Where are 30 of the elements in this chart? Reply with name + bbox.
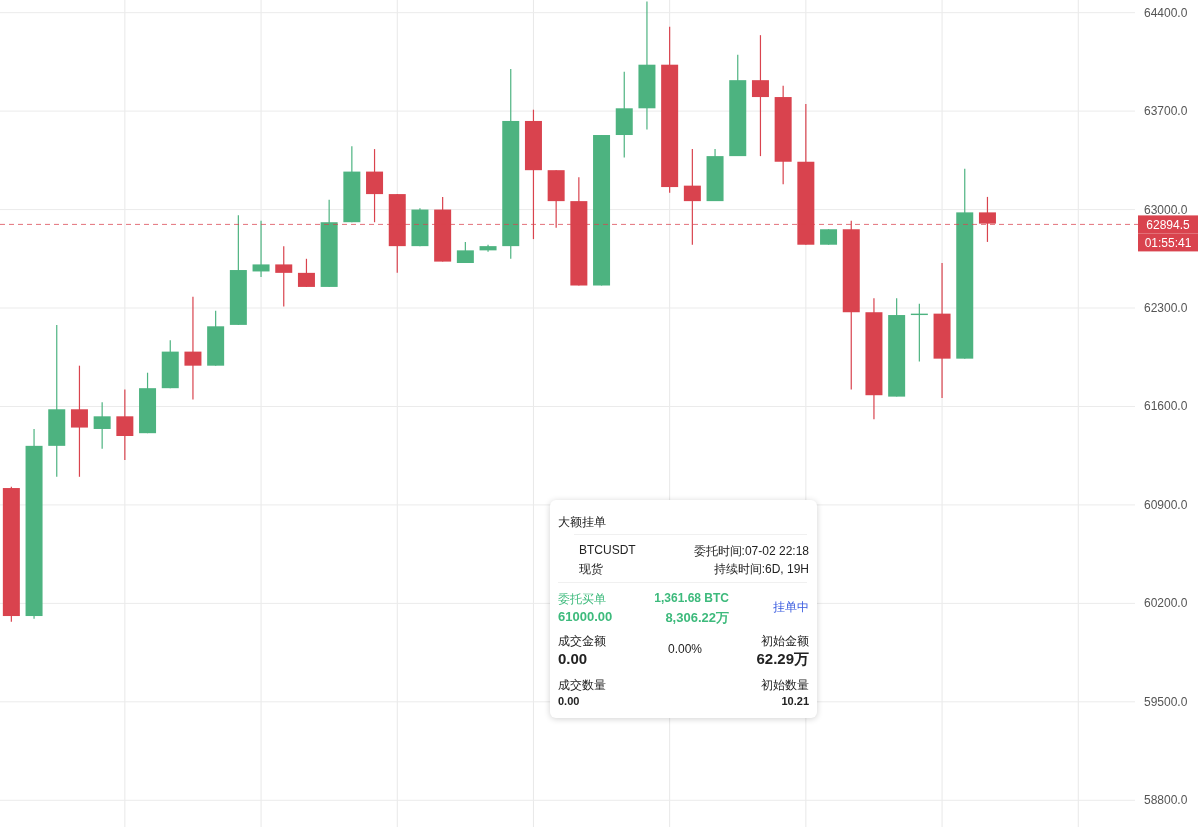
annotation: 1,361.68 BTC: [654, 591, 729, 605]
annotation: 61000.00: [558, 609, 613, 624]
annotation: 委托买单: [558, 591, 606, 608]
y-tick-label: 62300.0: [1144, 301, 1188, 316]
annotation: BTCUSDT: [579, 543, 636, 557]
y-tick-label: 60200.0: [1144, 596, 1188, 611]
annotation: 成交数量: [558, 677, 606, 694]
annotation: 初始数量: [761, 677, 809, 694]
annotation: 8,306.22万: [665, 609, 729, 627]
text: 大额挂单: [558, 514, 606, 531]
y-tick-label: 63000.0: [1144, 202, 1188, 217]
annotation: 10.21: [781, 695, 809, 707]
y-tick-label: 59500.0: [1144, 694, 1188, 709]
y-tick-label: 64400.0: [1144, 5, 1188, 20]
annotation: 0.00: [558, 695, 580, 707]
y-tick-label: 61600.0: [1144, 399, 1188, 414]
y-tick-label: 63700.0: [1144, 104, 1188, 119]
ref-line-label: 62894.5: [1146, 217, 1191, 232]
annotation: 持续时间:6D, 19H: [713, 561, 809, 578]
annotation: 委托时间:07-02 22:18: [693, 543, 809, 560]
annotation: 62.29万: [756, 650, 809, 669]
annotation: 0.00: [558, 650, 588, 667]
annotation: 成交金额: [558, 633, 606, 650]
annotation: 0.00%: [668, 642, 703, 656]
y-tick-label: 58800.0: [1144, 793, 1188, 808]
y-tick-label: 60900.0: [1144, 497, 1188, 512]
annotation: 挂单中: [773, 599, 809, 616]
annotation: 初始金额: [761, 633, 809, 650]
annotation: 现货: [579, 561, 603, 578]
text: 01:55:41: [1144, 235, 1192, 250]
